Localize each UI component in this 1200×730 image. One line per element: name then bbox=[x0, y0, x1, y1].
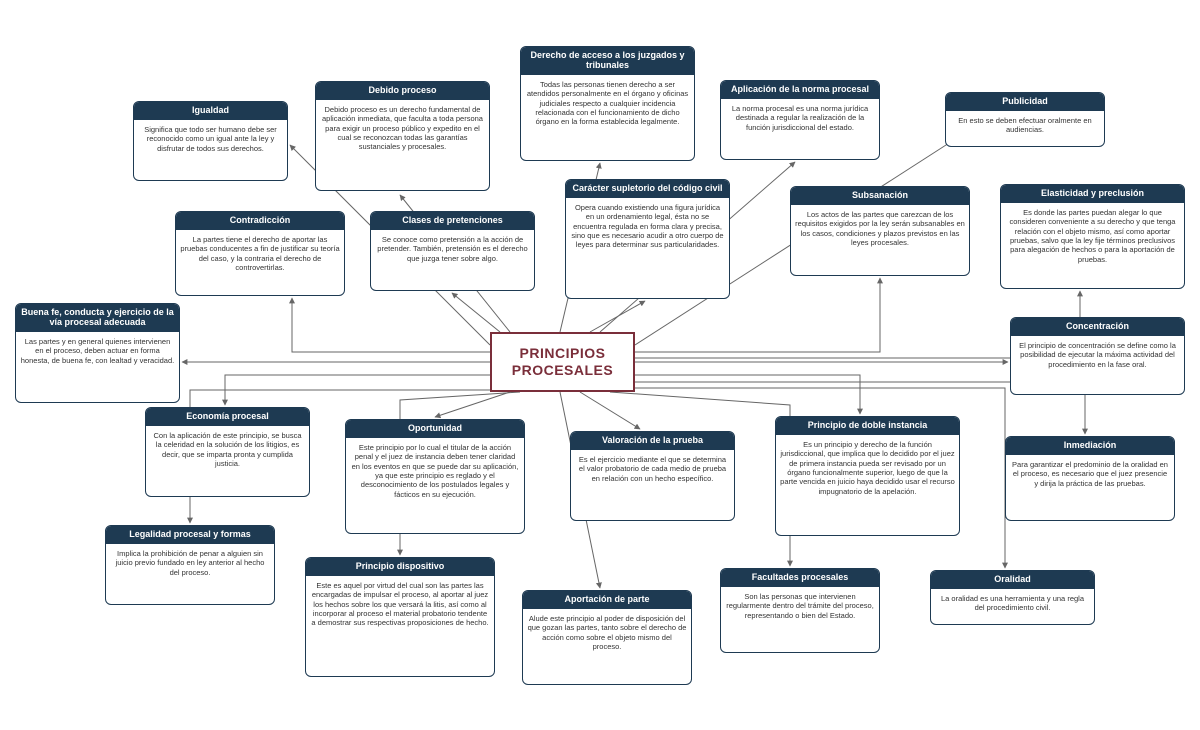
node-title: Clases de pretenciones bbox=[371, 212, 534, 230]
node-oralidad: OralidadLa oralidad es una herramienta y… bbox=[930, 570, 1095, 625]
node-title: Derecho de acceso a los juzgados y tribu… bbox=[521, 47, 694, 75]
edge-clases bbox=[452, 293, 500, 332]
diagram-canvas: PRINCIPIOS PROCESALES IgualdadSignifica … bbox=[0, 0, 1200, 730]
edge-valoracion bbox=[580, 392, 640, 429]
edge-supletorio bbox=[590, 301, 645, 332]
node-title: Debido proceso bbox=[316, 82, 489, 100]
node-body: Se conoce como pretensión a la acción de… bbox=[371, 230, 534, 268]
node-body: Este es aquel por virtud del cual son la… bbox=[306, 576, 494, 633]
node-title: Valoración de la prueba bbox=[571, 432, 734, 450]
node-subsanacion: SubsanaciónLos actos de las partes que c… bbox=[790, 186, 970, 276]
node-body: Este principio por lo cual el titular de… bbox=[346, 438, 524, 504]
node-title: Buena fe, conducta y ejercicio de la vía… bbox=[16, 304, 179, 332]
node-body: Todas las personas tienen derecho a ser … bbox=[521, 75, 694, 132]
node-body: El principio de concentración se define … bbox=[1011, 336, 1184, 374]
node-title: Aplicación de la norma procesal bbox=[721, 81, 879, 99]
node-body: Es un principio y derecho de la función … bbox=[776, 435, 959, 501]
center-node: PRINCIPIOS PROCESALES bbox=[490, 332, 635, 392]
node-title: Principio dispositivo bbox=[306, 558, 494, 576]
node-body: Opera cuando existiendo una figura juríd… bbox=[566, 198, 729, 255]
node-legalidad: Legalidad procesal y formasImplica la pr… bbox=[105, 525, 275, 605]
center-label: PRINCIPIOS PROCESALES bbox=[492, 345, 633, 379]
node-title: Inmediación bbox=[1006, 437, 1174, 455]
node-title: Subsanación bbox=[791, 187, 969, 205]
node-body: Con la aplicación de este principio, se … bbox=[146, 426, 309, 474]
node-body: Para garantizar el predominio de la oral… bbox=[1006, 455, 1174, 493]
node-acceso: Derecho de acceso a los juzgados y tribu… bbox=[520, 46, 695, 161]
node-title: Elasticidad y preclusión bbox=[1001, 185, 1184, 203]
node-oportunidad: OportunidadEste principio por lo cual el… bbox=[345, 419, 525, 534]
node-aportacion: Aportación de parteAlude este principio … bbox=[522, 590, 692, 685]
node-contradiccion: ContradicciónLa partes tiene el derecho … bbox=[175, 211, 345, 296]
edge-doble bbox=[635, 375, 860, 414]
node-body: En esto se deben efectuar oralmente en a… bbox=[946, 111, 1104, 140]
node-elasticidad: Elasticidad y preclusiónEs donde las par… bbox=[1000, 184, 1185, 289]
edge-economia bbox=[225, 375, 490, 405]
node-debido: Debido procesoDebido proceso es un derec… bbox=[315, 81, 490, 191]
node-body: Los actos de las partes que carezcan de … bbox=[791, 205, 969, 253]
node-buenafe: Buena fe, conducta y ejercicio de la vía… bbox=[15, 303, 180, 403]
node-dispositivo: Principio dispositivoEste es aquel por v… bbox=[305, 557, 495, 677]
node-facultades: Facultades procesalesSon las personas qu… bbox=[720, 568, 880, 653]
node-title: Carácter supletorio del código civil bbox=[566, 180, 729, 198]
node-body: Significa que todo ser humano debe ser r… bbox=[134, 120, 287, 158]
node-title: Contradicción bbox=[176, 212, 344, 230]
node-title: Economía procesal bbox=[146, 408, 309, 426]
node-body: Las partes y en general quienes intervie… bbox=[16, 332, 179, 370]
node-publicidad: PublicidadEn esto se deben efectuar oral… bbox=[945, 92, 1105, 147]
node-body: Implica la prohibición de penar a alguie… bbox=[106, 544, 274, 582]
node-economia: Economía procesalCon la aplicación de es… bbox=[145, 407, 310, 497]
node-body: La norma procesal es una norma jurídica … bbox=[721, 99, 879, 137]
node-body: Es donde las partes puedan alegar lo que… bbox=[1001, 203, 1184, 269]
node-doble: Principio de doble instanciaEs un princi… bbox=[775, 416, 960, 536]
node-body: La partes tiene el derecho de aportar la… bbox=[176, 230, 344, 278]
node-title: Facultades procesales bbox=[721, 569, 879, 587]
node-title: Oportunidad bbox=[346, 420, 524, 438]
node-inmediacion: InmediaciónPara garantizar el predominio… bbox=[1005, 436, 1175, 521]
node-title: Legalidad procesal y formas bbox=[106, 526, 274, 544]
node-clases: Clases de pretencionesSe conoce como pre… bbox=[370, 211, 535, 291]
node-body: Son las personas que intervienen regular… bbox=[721, 587, 879, 625]
node-body: Debido proceso es un derecho fundamental… bbox=[316, 100, 489, 157]
node-title: Publicidad bbox=[946, 93, 1104, 111]
node-body: Es el ejercicio mediante el que se deter… bbox=[571, 450, 734, 488]
node-aplicacion: Aplicación de la norma procesalLa norma … bbox=[720, 80, 880, 160]
node-title: Oralidad bbox=[931, 571, 1094, 589]
node-concentracion: ConcentraciónEl principio de concentraci… bbox=[1010, 317, 1185, 395]
node-title: Aportación de parte bbox=[523, 591, 691, 609]
node-body: Alude este principio al poder de disposi… bbox=[523, 609, 691, 657]
node-supletorio: Carácter supletorio del código civilOper… bbox=[565, 179, 730, 299]
edge-contradiccion bbox=[292, 298, 490, 352]
edge-oportunidad bbox=[435, 392, 510, 417]
node-title: Igualdad bbox=[134, 102, 287, 120]
node-valoracion: Valoración de la pruebaEs el ejercicio m… bbox=[570, 431, 735, 521]
node-igualdad: IgualdadSignifica que todo ser humano de… bbox=[133, 101, 288, 181]
node-title: Concentración bbox=[1011, 318, 1184, 336]
node-body: La oralidad es una herramienta y una reg… bbox=[931, 589, 1094, 618]
node-title: Principio de doble instancia bbox=[776, 417, 959, 435]
